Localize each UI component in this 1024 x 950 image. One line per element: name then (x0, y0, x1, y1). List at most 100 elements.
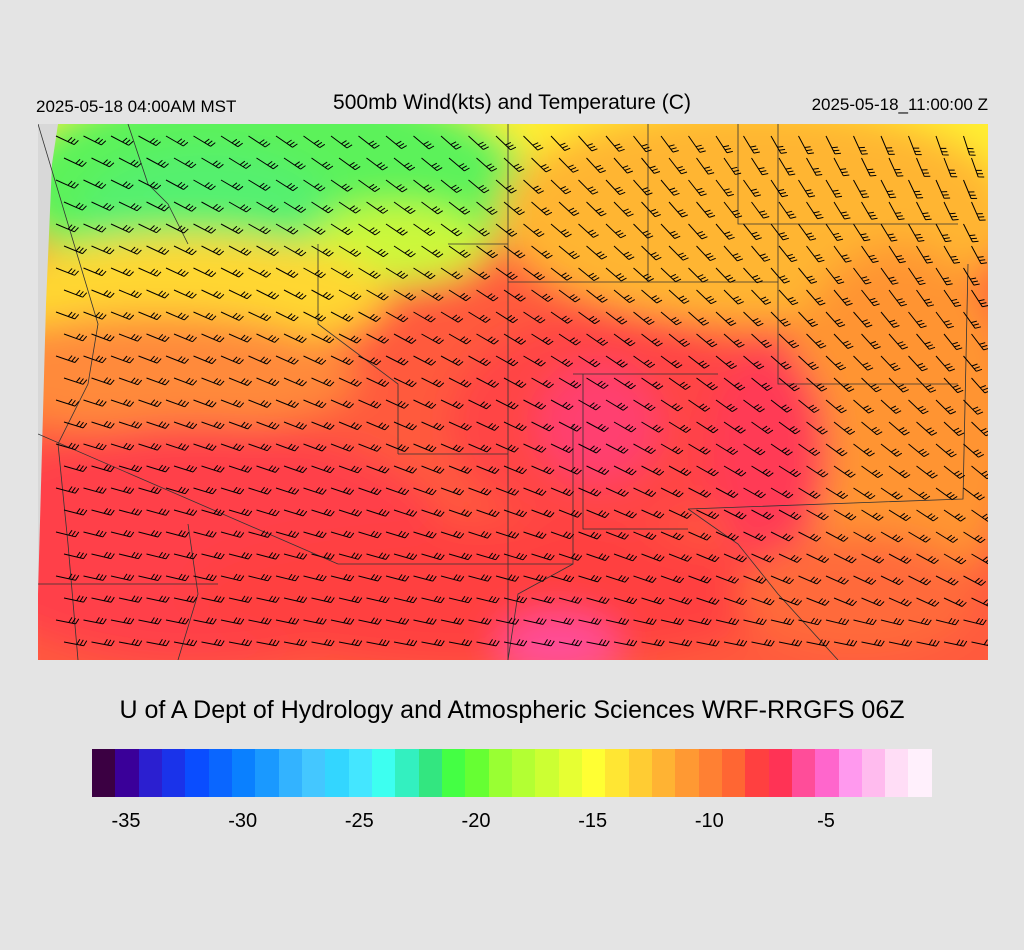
wind-barb (495, 617, 520, 625)
wind-barb (586, 157, 606, 174)
wind-barb (330, 399, 354, 409)
wind-barb (220, 179, 244, 191)
wind-barb (55, 267, 79, 276)
wind-barb (723, 157, 742, 175)
wind-barb (173, 157, 197, 169)
wind-barb (413, 311, 436, 323)
wind-barb (393, 157, 416, 171)
wind-barb (523, 531, 547, 539)
wind-barb (83, 573, 107, 581)
wind-barb (275, 573, 300, 582)
wind-barb (605, 135, 625, 152)
wind-barb (660, 179, 680, 196)
wind-barb (476, 465, 500, 474)
wind-barb (853, 267, 872, 285)
wind-barb (110, 617, 135, 625)
wind-barb (330, 179, 353, 192)
wind-barb (495, 355, 519, 367)
wind-barb (256, 639, 280, 647)
wind-barb (228, 245, 252, 256)
wind-barb (448, 421, 472, 431)
wind-barb (303, 574, 327, 582)
wind-barb (971, 553, 988, 565)
wind-barb (91, 201, 115, 211)
wind-barb (63, 595, 88, 603)
wind-barb (751, 553, 775, 563)
wind-barb (448, 595, 473, 604)
wind-barb (110, 442, 135, 451)
wind-barb (668, 157, 688, 175)
wind-barb (806, 201, 824, 220)
wind-barb (963, 443, 985, 458)
wind-barb (558, 245, 580, 260)
wind-barb (193, 573, 217, 582)
wind-barb (256, 595, 280, 603)
wind-barb (641, 421, 664, 433)
wind-barb (138, 311, 162, 321)
wind-barb (578, 135, 598, 152)
colorbar-tick-label: -20 (461, 810, 491, 832)
wind-barb (283, 465, 308, 474)
wind-barb (248, 223, 271, 235)
wind-barb (696, 245, 716, 262)
wind-barb (303, 311, 327, 322)
wind-barb (201, 201, 224, 213)
wind-barb (613, 465, 637, 476)
wind-barb (338, 421, 362, 431)
wind-barb (55, 442, 80, 451)
wind-barb (476, 157, 498, 172)
wind-barb (558, 421, 582, 432)
wind-barb (641, 201, 661, 218)
wind-barb (825, 531, 849, 542)
wind-barb (633, 135, 652, 153)
wind-barb (83, 617, 107, 625)
wind-barb (861, 289, 880, 307)
wind-barb (448, 552, 473, 561)
wind-barb (91, 377, 115, 385)
colorbar-swatch (511, 749, 536, 797)
wind-barb (833, 553, 857, 564)
wind-barb (971, 465, 988, 480)
wind-barb (888, 289, 907, 307)
wind-barb (311, 595, 335, 603)
wind-barb (935, 575, 959, 586)
wind-barb (421, 157, 443, 172)
wind-barb (495, 179, 517, 194)
wind-barb (440, 617, 465, 625)
wind-barb (228, 377, 252, 386)
wind-barb (880, 267, 899, 285)
wind-barb (888, 377, 909, 393)
colorbar-swatch (605, 749, 629, 797)
wind-barb (550, 531, 575, 540)
wind-barb (83, 135, 107, 146)
wind-barb (248, 530, 272, 538)
wind-barb (385, 530, 410, 539)
wind-barb (853, 575, 877, 585)
wind-barb (641, 639, 665, 647)
wind-barb (110, 530, 135, 538)
wind-barb (366, 333, 390, 344)
wind-barb (110, 311, 135, 320)
wind-barb (311, 245, 334, 257)
wind-barb (173, 201, 197, 212)
wind-barb (311, 639, 335, 647)
wind-barb (523, 487, 547, 496)
wind-barb (193, 179, 216, 191)
wind-barb (165, 355, 189, 364)
wind-barb (660, 487, 684, 498)
wind-barb (118, 333, 142, 342)
wind-barb (971, 597, 988, 607)
wind-barb (275, 223, 299, 235)
wind-barb (118, 421, 143, 429)
wind-barb (165, 179, 189, 190)
wind-barb (330, 311, 354, 322)
wind-barb (283, 639, 308, 647)
wind-barb (118, 464, 143, 473)
wind-barb (358, 574, 382, 582)
wind-barb (63, 464, 88, 472)
wind-barb (220, 617, 245, 625)
wind-barb (963, 311, 982, 329)
wind-barb (723, 245, 744, 262)
wind-barb (605, 311, 628, 325)
wind-barb (550, 135, 571, 151)
